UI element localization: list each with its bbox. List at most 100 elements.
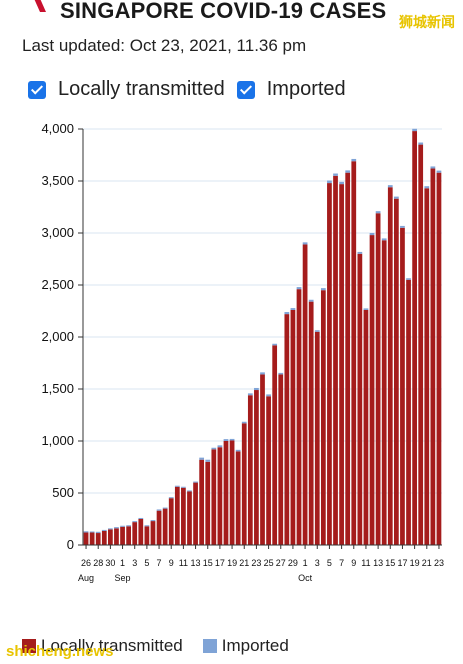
bar-locally-transmitted[interactable] <box>290 309 296 545</box>
legend-item-locally-transmitted[interactable]: Locally transmitted <box>22 636 183 656</box>
legend-item-imported[interactable]: Imported <box>202 636 289 656</box>
bar-imported[interactable] <box>424 186 430 189</box>
bar-imported[interactable] <box>357 251 363 254</box>
bar-locally-transmitted[interactable] <box>101 530 107 545</box>
filter-imported[interactable]: Imported <box>236 78 346 101</box>
filter-locally-transmitted[interactable]: Locally transmitted <box>28 78 225 101</box>
bar-locally-transmitted[interactable] <box>296 289 302 545</box>
bar-imported[interactable] <box>369 233 375 236</box>
bar-locally-transmitted[interactable] <box>424 188 430 545</box>
bar-imported[interactable] <box>308 299 314 302</box>
bar-locally-transmitted[interactable] <box>181 487 186 545</box>
bar-locally-transmitted[interactable] <box>138 519 144 545</box>
bar-imported[interactable] <box>278 372 284 375</box>
bar-imported[interactable] <box>126 525 132 527</box>
bar-imported[interactable] <box>168 497 174 499</box>
bar-imported[interactable] <box>333 173 338 176</box>
bar-locally-transmitted[interactable] <box>412 131 417 545</box>
bar-locally-transmitted[interactable] <box>241 423 247 545</box>
bar-locally-transmitted[interactable] <box>320 290 326 545</box>
bar-imported[interactable] <box>351 158 357 162</box>
bar-imported[interactable] <box>381 238 387 241</box>
bar-imported[interactable] <box>120 525 125 527</box>
bar-locally-transmitted[interactable] <box>308 301 314 545</box>
bar-imported[interactable] <box>150 520 156 522</box>
bar-locally-transmitted[interactable] <box>174 486 180 545</box>
bar-imported[interactable] <box>229 438 235 441</box>
bar-imported[interactable] <box>436 170 442 173</box>
bar-locally-transmitted[interactable] <box>254 390 259 545</box>
bar-locally-transmitted[interactable] <box>436 172 442 545</box>
bar-imported[interactable] <box>211 447 217 450</box>
bar-locally-transmitted[interactable] <box>387 187 393 545</box>
bar-imported[interactable] <box>83 531 89 533</box>
bar-imported[interactable] <box>418 142 424 145</box>
bar-imported[interactable] <box>241 421 247 424</box>
bar-locally-transmitted[interactable] <box>162 508 168 545</box>
bar-imported[interactable] <box>199 457 205 460</box>
bar-locally-transmitted[interactable] <box>260 374 265 545</box>
bar-imported[interactable] <box>363 308 369 310</box>
bar-imported[interactable] <box>260 372 265 375</box>
bar-imported[interactable] <box>393 196 399 199</box>
bar-imported[interactable] <box>302 242 308 245</box>
bar-locally-transmitted[interactable] <box>199 459 205 545</box>
bar-locally-transmitted[interactable] <box>381 240 387 545</box>
bar-locally-transmitted[interactable] <box>278 374 284 545</box>
bar-locally-transmitted[interactable] <box>126 526 132 545</box>
bar-imported[interactable] <box>156 509 162 511</box>
bar-locally-transmitted[interactable] <box>229 440 235 545</box>
bar-imported[interactable] <box>272 343 278 346</box>
bar-imported[interactable] <box>284 312 290 315</box>
bar-imported[interactable] <box>412 128 417 132</box>
checkbox-locally-transmitted[interactable] <box>28 80 46 99</box>
bar-imported[interactable] <box>430 166 436 169</box>
bar-locally-transmitted[interactable] <box>375 213 381 545</box>
bar-imported[interactable] <box>254 387 259 391</box>
bar-imported[interactable] <box>320 288 326 291</box>
bar-imported[interactable] <box>223 439 229 441</box>
bar-locally-transmitted[interactable] <box>114 528 119 545</box>
bar-locally-transmitted[interactable] <box>357 253 363 546</box>
bar-locally-transmitted[interactable] <box>168 498 174 545</box>
bar-locally-transmitted[interactable] <box>156 510 162 545</box>
bar-locally-transmitted[interactable] <box>406 279 411 545</box>
bar-imported[interactable] <box>89 531 95 533</box>
bar-locally-transmitted[interactable] <box>217 447 223 545</box>
bar-imported[interactable] <box>144 525 150 527</box>
bar-imported[interactable] <box>101 529 107 531</box>
bar-locally-transmitted[interactable] <box>235 451 241 545</box>
bar-locally-transmitted[interactable] <box>89 532 95 545</box>
bar-locally-transmitted[interactable] <box>393 198 399 545</box>
bar-imported[interactable] <box>205 459 211 462</box>
bar-imported[interactable] <box>193 481 198 483</box>
bar-imported[interactable] <box>138 517 144 519</box>
bar-locally-transmitted[interactable] <box>272 345 278 545</box>
bar-imported[interactable] <box>345 170 351 173</box>
bar-locally-transmitted[interactable] <box>247 395 253 545</box>
bar-imported[interactable] <box>266 394 271 397</box>
bar-locally-transmitted[interactable] <box>327 183 332 545</box>
bar-locally-transmitted[interactable] <box>193 482 198 545</box>
bar-imported[interactable] <box>187 490 192 492</box>
bar-imported[interactable] <box>114 527 119 529</box>
bar-imported[interactable] <box>108 528 113 530</box>
bar-locally-transmitted[interactable] <box>430 168 436 545</box>
bar-locally-transmitted[interactable] <box>314 331 320 545</box>
bar-imported[interactable] <box>181 486 186 488</box>
bar-locally-transmitted[interactable] <box>120 526 125 545</box>
bar-locally-transmitted[interactable] <box>108 529 113 545</box>
bar-locally-transmitted[interactable] <box>83 532 89 545</box>
bar-imported[interactable] <box>132 521 138 523</box>
bar-locally-transmitted[interactable] <box>369 235 375 545</box>
bar-imported[interactable] <box>162 507 168 509</box>
bar-imported[interactable] <box>406 278 411 280</box>
bar-locally-transmitted[interactable] <box>150 521 156 545</box>
bar-locally-transmitted[interactable] <box>284 314 290 545</box>
bar-imported[interactable] <box>375 211 381 214</box>
bar-locally-transmitted[interactable] <box>363 309 369 545</box>
bar-imported[interactable] <box>95 531 101 534</box>
bar-imported[interactable] <box>174 485 180 487</box>
bar-imported[interactable] <box>400 225 405 228</box>
bar-locally-transmitted[interactable] <box>205 461 211 545</box>
